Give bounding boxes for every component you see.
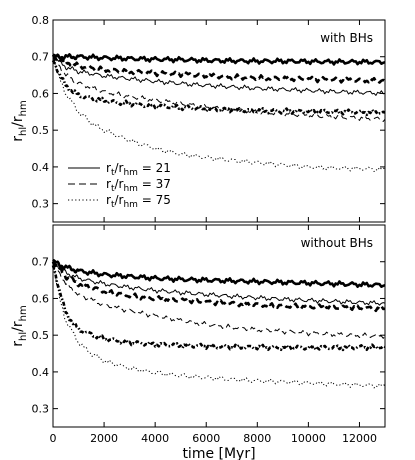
x-tick-label: 4000 xyxy=(141,432,169,445)
y-tick-label: 0.3 xyxy=(32,198,50,211)
series-line-2 xyxy=(51,54,386,84)
legend-label: rt/rhm = 37 xyxy=(106,177,171,194)
series-line-5 xyxy=(51,59,386,117)
x-axis-label: time [Myr] xyxy=(182,446,255,460)
y-tick-label: 0.4 xyxy=(32,161,50,174)
y-tick-label: 0.6 xyxy=(32,87,50,100)
y-tick-label: 0.4 xyxy=(32,366,50,379)
x-tick-label: 8000 xyxy=(243,432,271,445)
y-tick-label: 0.7 xyxy=(32,51,50,64)
series-line-3 xyxy=(52,56,386,96)
x-tick-label: 12000 xyxy=(342,432,377,445)
series-line-3 xyxy=(51,261,386,313)
y-axis-label: rhl/rhm xyxy=(10,100,29,141)
legend-label: rt/rhm = 21 xyxy=(106,161,171,178)
series-line-2 xyxy=(52,260,386,306)
plot-frame xyxy=(52,224,386,428)
series-line-5 xyxy=(51,265,386,352)
y-tick-label: 0.5 xyxy=(32,329,50,342)
y-tick-label: 0.3 xyxy=(32,403,50,416)
x-tick-label: 2000 xyxy=(90,432,118,445)
y-tick-label: 0.5 xyxy=(32,124,50,137)
series-line-6 xyxy=(52,56,386,172)
y-tick-label: 0.6 xyxy=(32,292,50,305)
legend-label: rt/rhm = 75 xyxy=(106,193,171,210)
panel-with-bhs: with BHs rhl/rhm 0.3 0.4 0.5 0.6 0.7 0.8 rt/rh… xyxy=(10,14,386,223)
x-tick-label: 10000 xyxy=(291,432,326,445)
plot-frame xyxy=(52,19,386,223)
series-line-4 xyxy=(52,56,386,122)
series-line-1 xyxy=(51,53,386,66)
y-tick-label: 0.7 xyxy=(32,256,50,269)
x-tick-label: 0 xyxy=(50,432,57,445)
panel-annotation: with BHs xyxy=(320,31,373,45)
y-axis-label: rhl/rhm xyxy=(10,305,29,346)
panel-annotation: without BHs xyxy=(301,236,373,250)
series-line-4 xyxy=(52,261,386,339)
x-tick-label: 6000 xyxy=(192,432,220,445)
panel-without-bhs: without BHs rhl/rhm time [Myr] 0.3 0.4 0.5… xyxy=(10,224,386,460)
y-tick-label: 0.8 xyxy=(32,14,50,27)
series-line-1 xyxy=(51,259,386,289)
